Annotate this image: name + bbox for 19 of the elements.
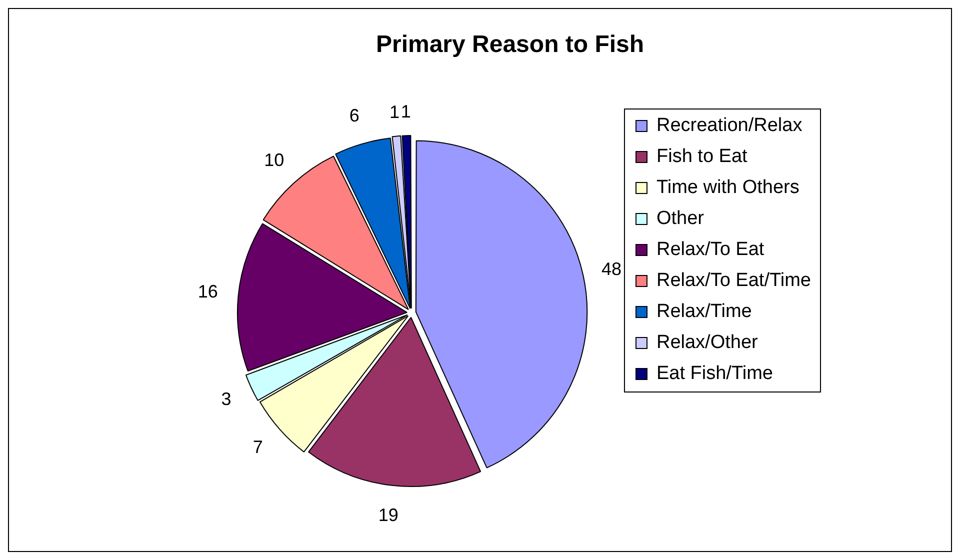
data-label: 1 (389, 102, 400, 122)
legend-label: Fish to Eat (656, 146, 748, 168)
legend-label: Relax/Time (656, 301, 752, 322)
chart-title: Primary Reason to Fish (376, 31, 644, 58)
data-label: 3 (221, 388, 232, 409)
data-label: 19 (378, 505, 398, 526)
data-label: 16 (198, 282, 218, 302)
legend-label: Time with Others (656, 177, 800, 198)
data-label: 6 (349, 105, 360, 126)
data-label: 7 (252, 437, 263, 458)
legend-label: Relax/Other (656, 332, 759, 354)
data-label: 1 (400, 101, 411, 122)
data-label: 48 (601, 258, 622, 279)
legend-label: Eat Fish/Time (656, 363, 773, 384)
legend-label: Other (656, 208, 705, 230)
legend-label: Relax/To Eat/Time (656, 270, 811, 292)
legend-label: Relax/To Eat (656, 239, 765, 260)
data-label: 10 (264, 150, 284, 170)
legend-label: Recreation/Relax (656, 115, 803, 136)
